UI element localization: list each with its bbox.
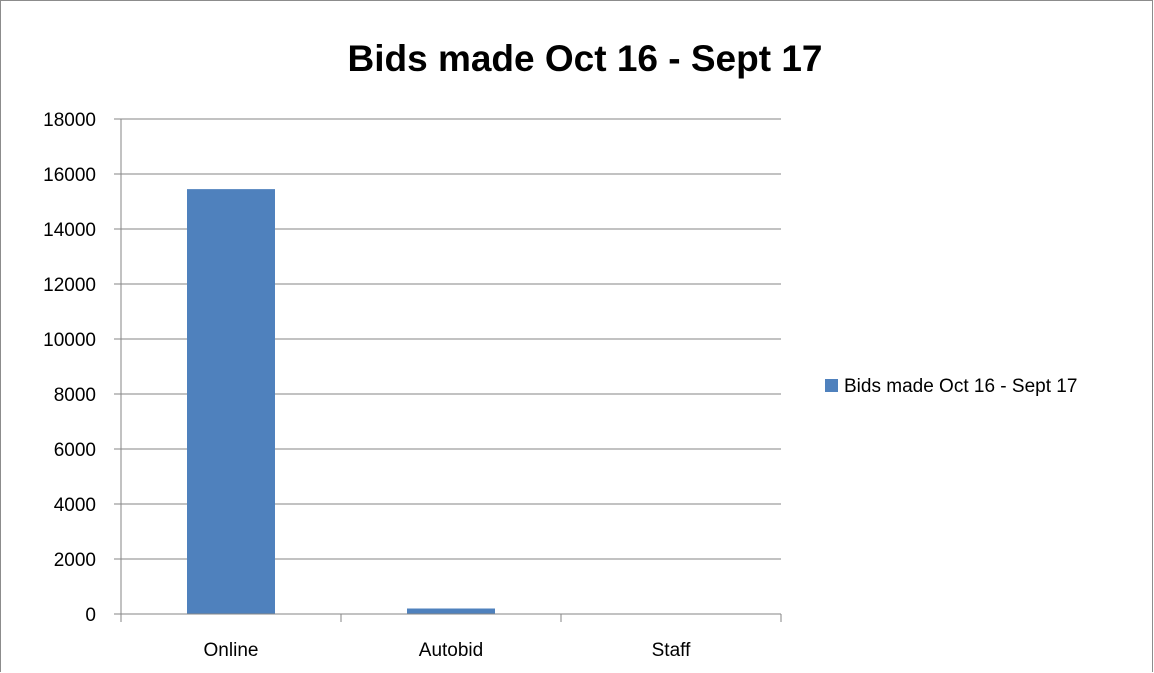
chart-title: Bids made Oct 16 - Sept 17 (347, 38, 822, 79)
x-axis-ticks: Online Autobid Staff (120, 614, 782, 661)
y-tick-label: 10000 (43, 330, 96, 351)
y-tick-label: 2000 (54, 550, 96, 571)
bar-online (187, 189, 275, 614)
legend: Bids made Oct 16 - Sept 17 (825, 376, 1077, 397)
legend-label: Bids made Oct 16 - Sept 17 (844, 376, 1077, 397)
x-tick-label: Online (204, 640, 259, 661)
y-tick-label: 4000 (54, 495, 96, 516)
y-tick-label: 0 (85, 605, 96, 626)
y-tick-label: 16000 (43, 165, 96, 186)
y-tick-label: 12000 (43, 275, 96, 296)
x-tick-label: Autobid (419, 640, 483, 661)
y-tick-label: 14000 (43, 220, 96, 241)
legend-swatch (825, 379, 838, 392)
x-tick-label: Staff (652, 640, 691, 661)
bar-autobid (407, 608, 495, 614)
y-tick-label: 18000 (43, 110, 96, 131)
y-tick-label: 6000 (54, 440, 96, 461)
x-axis (120, 119, 781, 615)
y-tick-label: 8000 (54, 385, 96, 406)
y-axis-ticks: 0 2000 4000 6000 8000 10000 12000 14000 16000 180… (43, 110, 121, 626)
bars (187, 189, 715, 614)
